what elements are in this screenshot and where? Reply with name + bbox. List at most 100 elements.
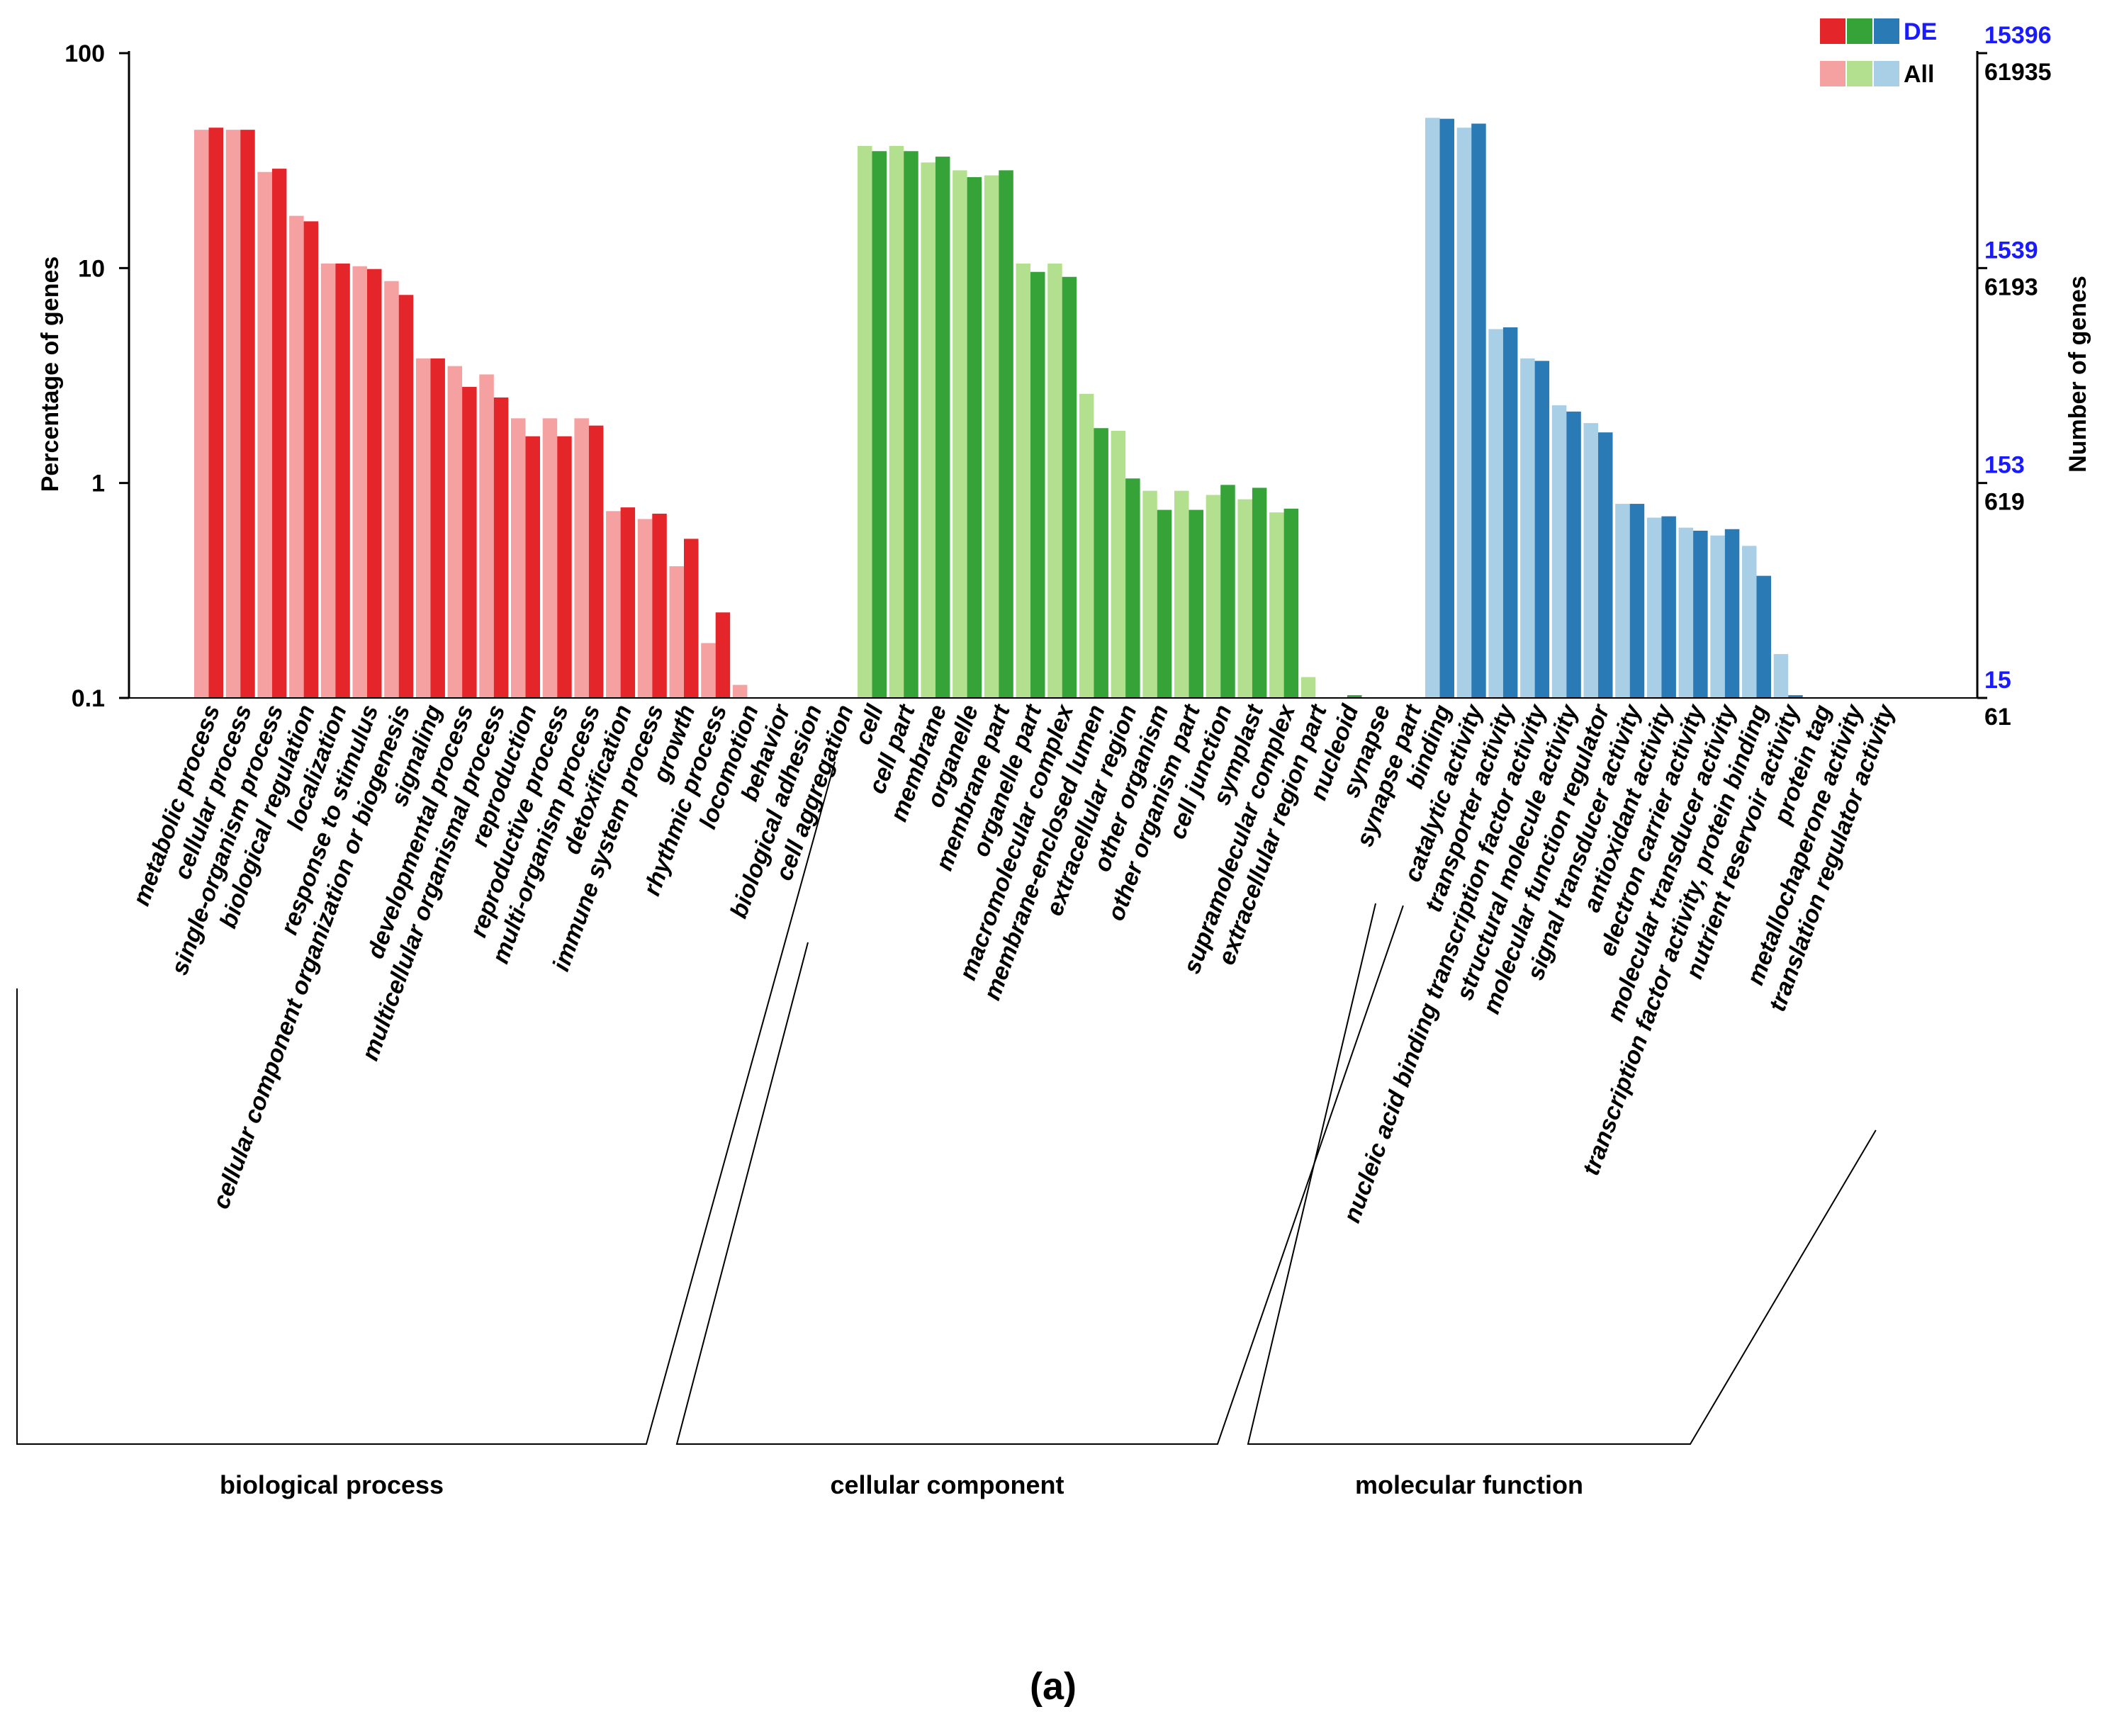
legend-swatch-all-red bbox=[1820, 61, 1845, 86]
group-bracket bbox=[16, 761, 836, 1445]
bar-de bbox=[1756, 575, 1771, 698]
legend-all-label: All bbox=[1904, 61, 1934, 88]
legend-de-label: DE bbox=[1904, 18, 1937, 45]
bar-all bbox=[1710, 535, 1725, 698]
bar-de bbox=[1189, 509, 1203, 698]
bar-de bbox=[1125, 478, 1140, 698]
bar-all bbox=[1237, 499, 1252, 698]
bar-de bbox=[1693, 530, 1708, 698]
bar-de bbox=[1094, 428, 1108, 698]
bar-de bbox=[557, 436, 572, 698]
right-tick-label-de: 15 bbox=[1984, 667, 2011, 694]
bar-all bbox=[637, 519, 653, 698]
bar-de bbox=[208, 128, 223, 698]
right-ticks-layer: 15396 61935 1539 6193 153 619 15 61 bbox=[1977, 22, 2052, 731]
bar-all bbox=[1742, 546, 1757, 698]
legend-swatch-all-green bbox=[1847, 61, 1872, 86]
bar-all bbox=[289, 215, 304, 698]
bar-all bbox=[606, 511, 621, 698]
bar-de bbox=[240, 130, 255, 698]
bar-de bbox=[1062, 276, 1077, 698]
bar-all bbox=[732, 684, 748, 698]
bar-de bbox=[525, 436, 540, 698]
bar-de bbox=[493, 397, 509, 698]
bar-all bbox=[1773, 654, 1789, 698]
bar-all bbox=[574, 418, 589, 698]
bar-de bbox=[1157, 509, 1172, 698]
bar-de bbox=[652, 513, 667, 698]
bar-de bbox=[904, 151, 918, 698]
bar-de bbox=[430, 358, 445, 698]
bar-all bbox=[1488, 329, 1503, 698]
bar-all bbox=[447, 366, 463, 698]
bar-all bbox=[1016, 263, 1030, 699]
bar-all bbox=[352, 266, 367, 698]
bar-de bbox=[1471, 123, 1486, 699]
bar-de bbox=[271, 169, 287, 698]
bar-de bbox=[715, 612, 731, 698]
bar-all bbox=[415, 358, 431, 698]
bar-all bbox=[1551, 405, 1567, 698]
bar-de bbox=[588, 425, 604, 698]
bar-de bbox=[1566, 411, 1581, 698]
right-tick-label-all: 6193 bbox=[1984, 274, 2038, 300]
right-tick-label-all: 61 bbox=[1984, 704, 2011, 731]
bar-de bbox=[1788, 695, 1803, 698]
bar-all bbox=[1456, 128, 1472, 698]
bar-de bbox=[1220, 485, 1235, 698]
bar-all bbox=[1142, 490, 1157, 698]
left-tick-label: 100 bbox=[64, 40, 105, 67]
legend-swatch-all-blue bbox=[1874, 61, 1899, 86]
bar-all bbox=[1206, 495, 1221, 698]
bar-de bbox=[462, 387, 477, 698]
bar-de bbox=[1724, 529, 1740, 698]
bar-all bbox=[1615, 504, 1630, 698]
left-tick-label: 0.1 bbox=[72, 685, 105, 712]
bar-all bbox=[1174, 490, 1189, 698]
bars-layer bbox=[194, 118, 1803, 699]
left-ticks-layer: 100 10 1 0.1 bbox=[64, 40, 129, 712]
bar-all bbox=[953, 170, 967, 699]
bar-all bbox=[320, 263, 336, 699]
bar-all bbox=[1678, 527, 1694, 698]
bar-de bbox=[1629, 504, 1645, 698]
bar-de bbox=[367, 269, 382, 698]
legend-swatch-de-green bbox=[1847, 18, 1872, 44]
right-tick-label-de: 153 bbox=[1984, 452, 2025, 479]
bar-all bbox=[669, 566, 684, 698]
bar-all bbox=[1111, 430, 1126, 698]
bar-de bbox=[620, 507, 636, 698]
bar-de bbox=[872, 151, 887, 698]
bar-all bbox=[984, 175, 999, 698]
right-tick-label-de: 1539 bbox=[1984, 237, 2038, 264]
bar-all bbox=[194, 130, 209, 698]
bar-de bbox=[1661, 516, 1676, 698]
bar-de bbox=[1252, 487, 1267, 698]
bar-all bbox=[511, 418, 526, 698]
bar-de bbox=[335, 263, 350, 699]
left-tick-label: 10 bbox=[78, 255, 105, 282]
left-tick-label: 1 bbox=[91, 470, 105, 497]
bar-de bbox=[1502, 327, 1518, 698]
y-axis-title-right: Number of genes bbox=[2064, 276, 2091, 473]
bar-all bbox=[701, 643, 716, 698]
bar-all bbox=[1425, 118, 1440, 698]
group-label: biological process bbox=[220, 1470, 444, 1499]
bar-de bbox=[1030, 271, 1045, 698]
bar-de bbox=[967, 176, 982, 699]
legend: DE All bbox=[1820, 18, 1937, 88]
bar-all bbox=[542, 418, 558, 698]
bar-de bbox=[398, 295, 414, 698]
bar-all bbox=[858, 145, 872, 698]
bar-all bbox=[479, 374, 494, 698]
bar-all bbox=[1520, 358, 1535, 698]
bar-all bbox=[257, 171, 272, 698]
group-label: molecular function bbox=[1355, 1470, 1583, 1499]
bar-all bbox=[1583, 423, 1598, 698]
bar-de bbox=[1283, 508, 1299, 698]
bar-all bbox=[1269, 512, 1284, 698]
right-tick-label-de: 15396 bbox=[1984, 22, 2052, 49]
bar-de bbox=[999, 170, 1013, 699]
bar-de bbox=[1439, 118, 1454, 699]
